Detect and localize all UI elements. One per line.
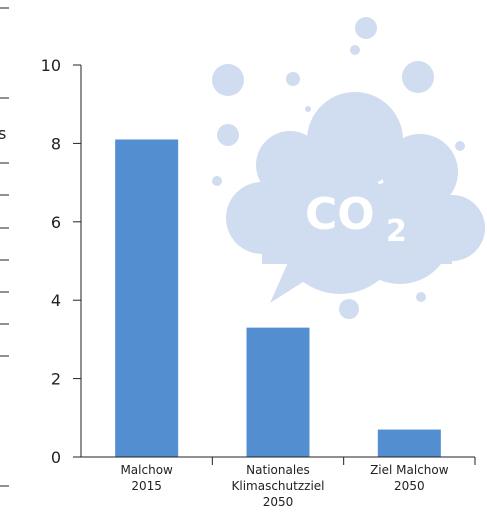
category-label: Ziel Malchow 2050 <box>370 463 449 493</box>
bubble <box>212 176 222 186</box>
bubble <box>350 45 360 55</box>
cropped-letter: s <box>0 124 6 143</box>
bubble <box>416 292 426 302</box>
bubble <box>212 64 244 96</box>
plot-area: 0 2 4 6 8 10 Malchow 2015 Nationales Klimaschutz… <box>41 56 476 509</box>
category-label: Nationales Klimaschutzziel 2050 <box>232 463 325 509</box>
bubble <box>355 17 377 39</box>
y-tick-label: 0 <box>51 448 61 467</box>
y-tick-label: 8 <box>51 134 61 153</box>
bubble <box>402 61 434 93</box>
bar <box>377 429 441 457</box>
cloud-tail <box>270 258 328 303</box>
left-edge-marks <box>0 7 9 487</box>
bar <box>246 327 310 457</box>
y-tick-label: 4 <box>51 291 61 310</box>
y-tick-label: 2 <box>51 370 61 389</box>
bubble <box>286 72 300 86</box>
category-label: Malchow 2015 <box>120 463 173 493</box>
co2-label: CO <box>305 189 375 240</box>
bubble <box>305 106 311 112</box>
y-tick-label: 10 <box>41 56 61 75</box>
bar <box>115 139 179 458</box>
y-tick-label: 6 <box>51 213 61 232</box>
co2-cloud-illustration: CO 2 <box>212 17 485 319</box>
co2-subscript: 2 <box>386 214 407 249</box>
bubble <box>339 299 359 319</box>
cloud-part <box>307 92 403 188</box>
cloud-base <box>262 205 452 264</box>
bubble <box>217 124 239 146</box>
bubble <box>455 141 465 151</box>
